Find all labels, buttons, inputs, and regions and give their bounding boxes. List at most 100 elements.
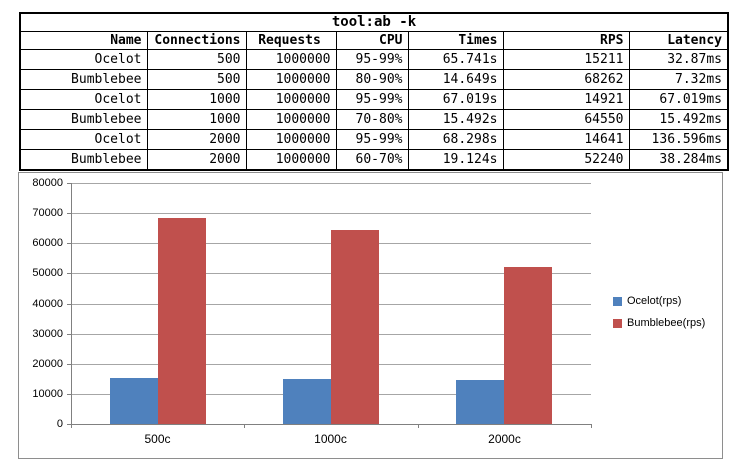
legend-item: Ocelot(rps) xyxy=(613,295,705,307)
x-axis-tick xyxy=(418,424,419,428)
table-cell: 67.019ms xyxy=(628,89,729,110)
x-axis-tick xyxy=(71,424,72,428)
gridline xyxy=(71,183,591,184)
table-cell: 68262 xyxy=(502,69,630,90)
table-header-cell: CPU xyxy=(335,31,409,50)
table-cell: 68.298s xyxy=(407,129,504,150)
table-cell: 1000000 xyxy=(245,109,337,130)
y-axis-tick xyxy=(67,304,71,305)
table-cell: 95-99% xyxy=(335,49,409,70)
table-cell: Bumblebee xyxy=(19,109,148,130)
table-row: Bumblebee 1000 1000000 70-80% 15.492s 64550 15… xyxy=(19,109,729,130)
table-cell: 64550 xyxy=(502,109,630,130)
table-header-cell: Times xyxy=(407,31,504,50)
table-cell: 15.492s xyxy=(407,109,504,130)
table-cell: 14921 xyxy=(502,89,630,110)
table-cell: 7.32ms xyxy=(628,69,729,90)
table-header-cell: RPS xyxy=(502,31,630,50)
table-row: Bumblebee 2000 1000000 60-70% 19.124s 52240 38… xyxy=(19,149,729,171)
table-header-cell: Connections xyxy=(146,31,247,50)
table-header-cell: Requests xyxy=(245,31,337,50)
table-cell: 67.019s xyxy=(407,89,504,110)
table-header-cell: Latency xyxy=(628,31,729,50)
table-cell: 70-80% xyxy=(335,109,409,130)
table-row: Ocelot 500 1000000 95-99% 65.741s 15211 32.87m… xyxy=(19,49,729,70)
table-cell: Bumblebee xyxy=(19,149,148,171)
table-cell: 95-99% xyxy=(335,89,409,110)
x-axis-category-label: 1000c xyxy=(314,432,347,446)
table-cell: 1000000 xyxy=(245,89,337,110)
legend-label: Bumblebee(rps) xyxy=(627,317,706,329)
y-axis-label: 80000 xyxy=(32,177,63,189)
y-axis-label: 40000 xyxy=(32,298,63,310)
table-title-row: tool:ab -k xyxy=(19,12,729,32)
table-cell: 1000000 xyxy=(245,49,337,70)
bar-bumblebee-rps- xyxy=(331,230,379,424)
x-axis-category-label: 500c xyxy=(144,432,171,446)
table-cell: 38.284ms xyxy=(628,149,729,171)
y-axis-tick xyxy=(67,394,71,395)
legend-label: Ocelot(rps) xyxy=(627,295,682,307)
bar-ocelot-rps- xyxy=(283,379,331,424)
y-axis-tick xyxy=(67,213,71,214)
y-axis-label: 30000 xyxy=(32,328,63,340)
table-row: Ocelot 2000 1000000 95-99% 68.298s 14641 136.5… xyxy=(19,129,729,150)
y-axis-line xyxy=(71,183,72,424)
table-cell: 1000000 xyxy=(245,69,337,90)
table-cell: 80-90% xyxy=(335,69,409,90)
table-title: tool:ab -k xyxy=(19,12,729,32)
table-header-cell: Name xyxy=(19,31,148,50)
legend-swatch-icon xyxy=(613,318,622,328)
table-cell: 15.492ms xyxy=(628,109,729,130)
x-axis-line xyxy=(71,424,591,425)
y-axis-tick xyxy=(67,334,71,335)
x-axis-category-label: 2000c xyxy=(488,432,521,446)
table-cell: 2000 xyxy=(146,149,247,171)
table-cell: Ocelot xyxy=(19,49,148,70)
x-axis-tick xyxy=(244,424,245,428)
y-axis-tick xyxy=(67,243,71,244)
table-cell: 500 xyxy=(146,69,247,90)
x-axis-tick xyxy=(591,424,592,428)
legend-swatch-icon xyxy=(613,296,622,306)
y-axis-label: 50000 xyxy=(32,267,63,279)
y-axis-tick xyxy=(67,424,71,425)
bar-ocelot-rps- xyxy=(456,380,504,424)
table-cell: 15211 xyxy=(502,49,630,70)
table-cell: 14641 xyxy=(502,129,630,150)
y-axis-tick xyxy=(67,183,71,184)
table-row: Bumblebee 500 1000000 80-90% 14.649s 68262 7.3… xyxy=(19,69,729,90)
benchmark-table: tool:ab -k Name Connections Requests CPU Tim… xyxy=(19,12,729,171)
chart-legend: Ocelot(rps) Bumblebee(rps) xyxy=(613,295,705,339)
table-cell: Ocelot xyxy=(19,89,148,110)
table-cell: 1000000 xyxy=(245,129,337,150)
table-cell: 1000 xyxy=(146,109,247,130)
bar-bumblebee-rps- xyxy=(504,267,552,424)
table-cell: 1000000 xyxy=(245,149,337,171)
legend-item: Bumblebee(rps) xyxy=(613,317,705,329)
bar-ocelot-rps- xyxy=(110,378,158,424)
table-cell: 136.596ms xyxy=(628,129,729,150)
table-cell: Bumblebee xyxy=(19,69,148,90)
table-cell: 2000 xyxy=(146,129,247,150)
table-cell: 500 xyxy=(146,49,247,70)
table-row: Ocelot 1000 1000000 95-99% 67.019s 14921 67.01… xyxy=(19,89,729,110)
rps-bar-chart: Ocelot(rps) Bumblebee(rps) 0 10000 20000 300… xyxy=(18,172,723,459)
bar-bumblebee-rps- xyxy=(158,218,206,424)
y-axis-label: 10000 xyxy=(32,388,63,400)
table-cell: 95-99% xyxy=(335,129,409,150)
table-cell: Ocelot xyxy=(19,129,148,150)
y-axis-tick xyxy=(67,364,71,365)
y-axis-label: 70000 xyxy=(32,207,63,219)
table-cell: 65.741s xyxy=(407,49,504,70)
table-cell: 19.124s xyxy=(407,149,504,171)
table-cell: 52240 xyxy=(502,149,630,171)
y-axis-tick xyxy=(67,273,71,274)
table-header-row: Name Connections Requests CPU Times RPS Latenc… xyxy=(19,31,729,50)
table-cell: 60-70% xyxy=(335,149,409,171)
y-axis-label: 60000 xyxy=(32,237,63,249)
table-cell: 14.649s xyxy=(407,69,504,90)
table-cell: 32.87ms xyxy=(628,49,729,70)
y-axis-label: 20000 xyxy=(32,358,63,370)
